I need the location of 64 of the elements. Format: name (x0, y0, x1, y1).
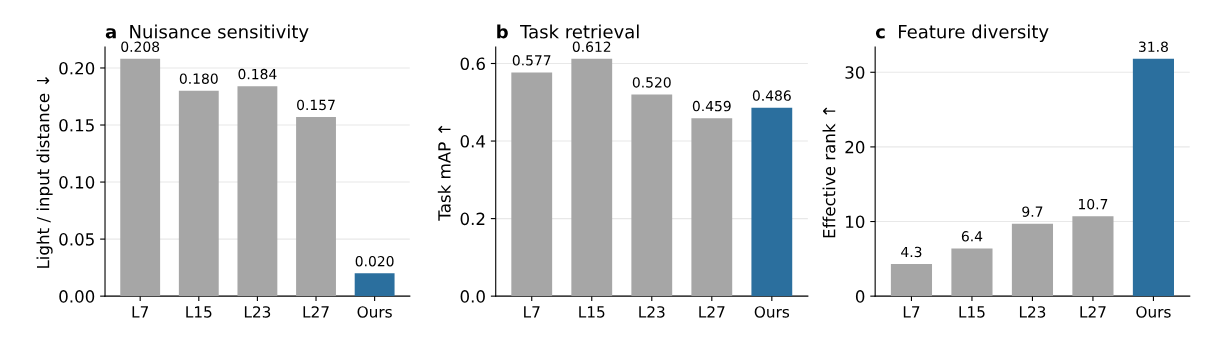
bar (1132, 58, 1174, 297)
x-tick-label: L15 (186, 306, 212, 318)
data-label: 0.459 (692, 100, 731, 112)
x-tick-label: L15 (579, 306, 605, 318)
y-tick-label: 0.05 (59, 233, 94, 246)
y-tick-label: 10 (846, 215, 865, 229)
y-axis-title: Light / input distance ↓ (36, 77, 53, 268)
y-axis-title: Effective rank ↑ (822, 107, 836, 238)
bar (178, 90, 219, 297)
bar (511, 72, 553, 297)
x-tick-label: Ours (754, 306, 790, 318)
bar (571, 58, 613, 297)
x-tick-label: L27 (1080, 306, 1106, 318)
x-tick-label: Ours (357, 306, 392, 318)
data-label: 0.020 (355, 255, 394, 267)
bar (631, 94, 673, 297)
bar (296, 117, 336, 297)
y-tick-label: 0.10 (59, 176, 95, 189)
x-tick-label: L7 (524, 306, 540, 318)
y-axis-title: Task mAP ↑ (437, 125, 451, 221)
chart-title: b Task retrieval (497, 24, 639, 39)
x-tick-label: L27 (699, 306, 725, 318)
data-label: 0.486 (752, 90, 791, 101)
data-label: 0.577 (512, 55, 551, 66)
x-tick-label: L7 (132, 306, 148, 318)
x-tick-label: L23 (1019, 306, 1046, 318)
x-tick-label: L15 (959, 306, 985, 318)
data-label: 31.8 (1139, 41, 1168, 52)
data-label: 6.4 (961, 231, 983, 242)
chart-title: a Nuisance sensitivity (105, 24, 309, 42)
x-tick-label: L27 (303, 306, 329, 318)
y-tick-label: 30 (845, 66, 865, 79)
data-label: 4.3 (901, 246, 922, 258)
y-tick-label: 0.2 (460, 212, 485, 226)
y-tick-label: 0 (855, 290, 865, 303)
data-label: 10.7 (1079, 198, 1108, 210)
bar (751, 107, 793, 297)
data-label: 9.7 (1022, 206, 1043, 217)
data-label: 0.180 (179, 73, 218, 84)
bar (951, 248, 993, 297)
x-tick-label: L23 (639, 306, 665, 318)
data-label: 0.612 (572, 41, 611, 52)
chart-title: c Feature diversity (875, 24, 1049, 42)
bar (890, 264, 933, 297)
y-tick-label: 0.00 (59, 290, 95, 303)
data-label: 0.208 (121, 41, 160, 52)
y-tick-label: 0.0 (460, 290, 485, 303)
y-tick-label: 0.15 (59, 118, 94, 132)
y-tick-label: 0.20 (59, 61, 95, 75)
y-tick-label: 0.4 (460, 135, 486, 148)
y-tick-label: 20 (845, 140, 865, 154)
x-tick-label: Ours (1136, 306, 1171, 318)
x-tick-label: L23 (244, 306, 271, 318)
data-label: 0.520 (632, 77, 671, 88)
data-label: 0.157 (297, 99, 335, 111)
y-tick-label: 0.6 (460, 57, 485, 71)
bar (1072, 216, 1114, 297)
bar (237, 86, 278, 297)
bar (354, 273, 395, 297)
x-tick-label: L7 (903, 306, 920, 318)
bar (1011, 223, 1054, 297)
bar (691, 118, 733, 297)
bar (120, 58, 161, 297)
data-label: 0.184 (238, 68, 277, 80)
